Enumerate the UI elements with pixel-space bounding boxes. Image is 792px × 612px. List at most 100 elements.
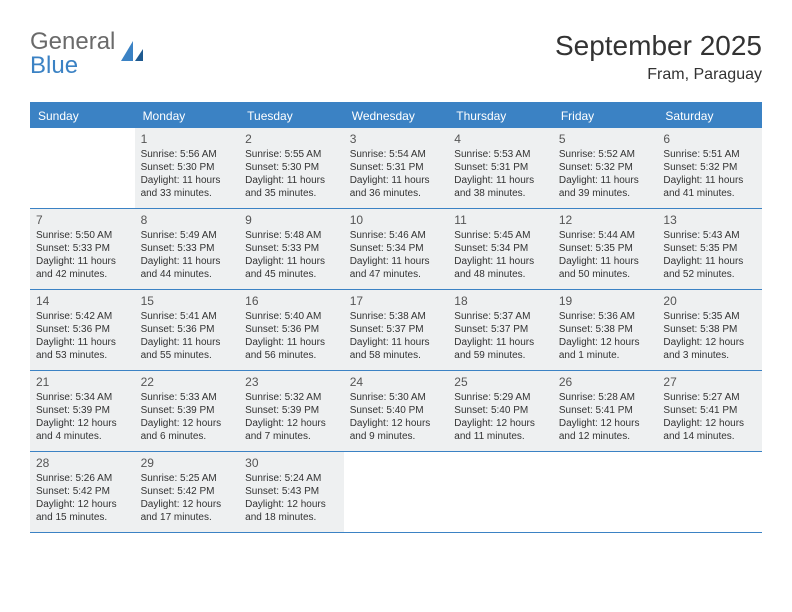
header: General Blue September 2025 Fram, Paragu…: [30, 30, 762, 84]
cell-line: Sunset: 5:38 PM: [559, 323, 652, 336]
cell-line: Sunset: 5:30 PM: [141, 161, 234, 174]
cell-line: Daylight: 11 hours: [245, 174, 338, 187]
cell-line: Sunset: 5:30 PM: [245, 161, 338, 174]
calendar-cell: [30, 128, 135, 208]
cell-line: Sunrise: 5:48 AM: [245, 229, 338, 242]
cell-line: Daylight: 11 hours: [141, 336, 234, 349]
cell-line: Sunset: 5:34 PM: [454, 242, 547, 255]
cell-line: and 14 minutes.: [663, 430, 756, 443]
cell-line: Sunrise: 5:46 AM: [350, 229, 443, 242]
day-number: 28: [36, 456, 129, 470]
day-number: 16: [245, 294, 338, 308]
calendar-cell: 28Sunrise: 5:26 AMSunset: 5:42 PMDayligh…: [30, 452, 135, 532]
cell-line: Sunset: 5:41 PM: [559, 404, 652, 417]
cell-line: Sunset: 5:31 PM: [350, 161, 443, 174]
cell-line: and 35 minutes.: [245, 187, 338, 200]
calendar-cell: 9Sunrise: 5:48 AMSunset: 5:33 PMDaylight…: [239, 209, 344, 289]
cell-line: Sunrise: 5:49 AM: [141, 229, 234, 242]
cell-line: Sunrise: 5:38 AM: [350, 310, 443, 323]
weeks-container: 1Sunrise: 5:56 AMSunset: 5:30 PMDaylight…: [30, 128, 762, 533]
cell-line: Daylight: 11 hours: [141, 174, 234, 187]
dow-mon: Monday: [135, 104, 240, 128]
cell-line: Sunset: 5:42 PM: [141, 485, 234, 498]
cell-line: Sunrise: 5:41 AM: [141, 310, 234, 323]
cell-line: Daylight: 12 hours: [663, 336, 756, 349]
calendar: Sunday Monday Tuesday Wednesday Thursday…: [30, 102, 762, 533]
cell-line: and 1 minute.: [559, 349, 652, 362]
cell-line: and 41 minutes.: [663, 187, 756, 200]
cell-line: Sunset: 5:33 PM: [245, 242, 338, 255]
cell-line: Daylight: 12 hours: [454, 417, 547, 430]
day-number: 26: [559, 375, 652, 389]
cell-line: and 42 minutes.: [36, 268, 129, 281]
cell-line: and 45 minutes.: [245, 268, 338, 281]
day-number: 18: [454, 294, 547, 308]
cell-line: Daylight: 12 hours: [141, 417, 234, 430]
cell-line: Sunrise: 5:52 AM: [559, 148, 652, 161]
cell-line: and 33 minutes.: [141, 187, 234, 200]
day-number: 21: [36, 375, 129, 389]
cell-line: Daylight: 11 hours: [36, 336, 129, 349]
day-number: 15: [141, 294, 234, 308]
day-number: 12: [559, 213, 652, 227]
day-number: 20: [663, 294, 756, 308]
calendar-cell: 22Sunrise: 5:33 AMSunset: 5:39 PMDayligh…: [135, 371, 240, 451]
day-number: 6: [663, 132, 756, 146]
cell-line: and 11 minutes.: [454, 430, 547, 443]
cell-line: and 39 minutes.: [559, 187, 652, 200]
day-number: 30: [245, 456, 338, 470]
cell-line: Daylight: 11 hours: [454, 336, 547, 349]
cell-line: Sunrise: 5:29 AM: [454, 391, 547, 404]
cell-line: Sunrise: 5:28 AM: [559, 391, 652, 404]
calendar-cell: [344, 452, 449, 532]
calendar-cell: 26Sunrise: 5:28 AMSunset: 5:41 PMDayligh…: [553, 371, 658, 451]
cell-line: Daylight: 11 hours: [245, 255, 338, 268]
cell-line: and 9 minutes.: [350, 430, 443, 443]
calendar-cell: 30Sunrise: 5:24 AMSunset: 5:43 PMDayligh…: [239, 452, 344, 532]
cell-line: Daylight: 11 hours: [559, 255, 652, 268]
location: Fram, Paraguay: [555, 66, 762, 84]
cell-line: Sunrise: 5:33 AM: [141, 391, 234, 404]
cell-line: and 48 minutes.: [454, 268, 547, 281]
title-block: September 2025 Fram, Paraguay: [555, 30, 762, 84]
cell-line: Sunset: 5:35 PM: [559, 242, 652, 255]
cell-line: Sunrise: 5:55 AM: [245, 148, 338, 161]
calendar-cell: 16Sunrise: 5:40 AMSunset: 5:36 PMDayligh…: [239, 290, 344, 370]
cell-line: and 56 minutes.: [245, 349, 338, 362]
week-row: 1Sunrise: 5:56 AMSunset: 5:30 PMDaylight…: [30, 128, 762, 209]
cell-line: Sunrise: 5:42 AM: [36, 310, 129, 323]
cell-line: Daylight: 11 hours: [245, 336, 338, 349]
day-number: 1: [141, 132, 234, 146]
brand-logo: General Blue: [30, 30, 145, 78]
cell-line: Daylight: 11 hours: [350, 174, 443, 187]
cell-line: Sunset: 5:38 PM: [663, 323, 756, 336]
cell-line: Sunset: 5:36 PM: [36, 323, 129, 336]
cell-line: Sunset: 5:37 PM: [454, 323, 547, 336]
calendar-cell: [553, 452, 658, 532]
cell-line: and 47 minutes.: [350, 268, 443, 281]
day-number: 8: [141, 213, 234, 227]
cell-line: Sunrise: 5:32 AM: [245, 391, 338, 404]
page: General Blue September 2025 Fram, Paragu…: [0, 0, 792, 553]
cell-line: Sunset: 5:43 PM: [245, 485, 338, 498]
cell-line: Sunrise: 5:40 AM: [245, 310, 338, 323]
calendar-cell: 10 Sunrise: 5:46 AMSunset: 5:34 PMDayligh…: [344, 209, 449, 289]
cell-line: Daylight: 11 hours: [350, 255, 443, 268]
dow-thu: Thursday: [448, 104, 553, 128]
cell-line: Sunset: 5:37 PM: [350, 323, 443, 336]
cell-line: and 12 minutes.: [559, 430, 652, 443]
day-number: 13: [663, 213, 756, 227]
cell-line: Sunrise: 5:51 AM: [663, 148, 756, 161]
day-number: 25: [454, 375, 547, 389]
cell-line: and 44 minutes.: [141, 268, 234, 281]
cell-line: Sunrise: 5:54 AM: [350, 148, 443, 161]
cell-line: and 50 minutes.: [559, 268, 652, 281]
day-number: 10: [350, 213, 443, 227]
cell-line: Daylight: 12 hours: [36, 417, 129, 430]
cell-line: Sunset: 5:34 PM: [350, 242, 443, 255]
cell-line: Sunset: 5:39 PM: [245, 404, 338, 417]
cell-line: Sunset: 5:32 PM: [663, 161, 756, 174]
day-number: 19: [559, 294, 652, 308]
day-number: 29: [141, 456, 234, 470]
cell-line: and 18 minutes.: [245, 511, 338, 524]
